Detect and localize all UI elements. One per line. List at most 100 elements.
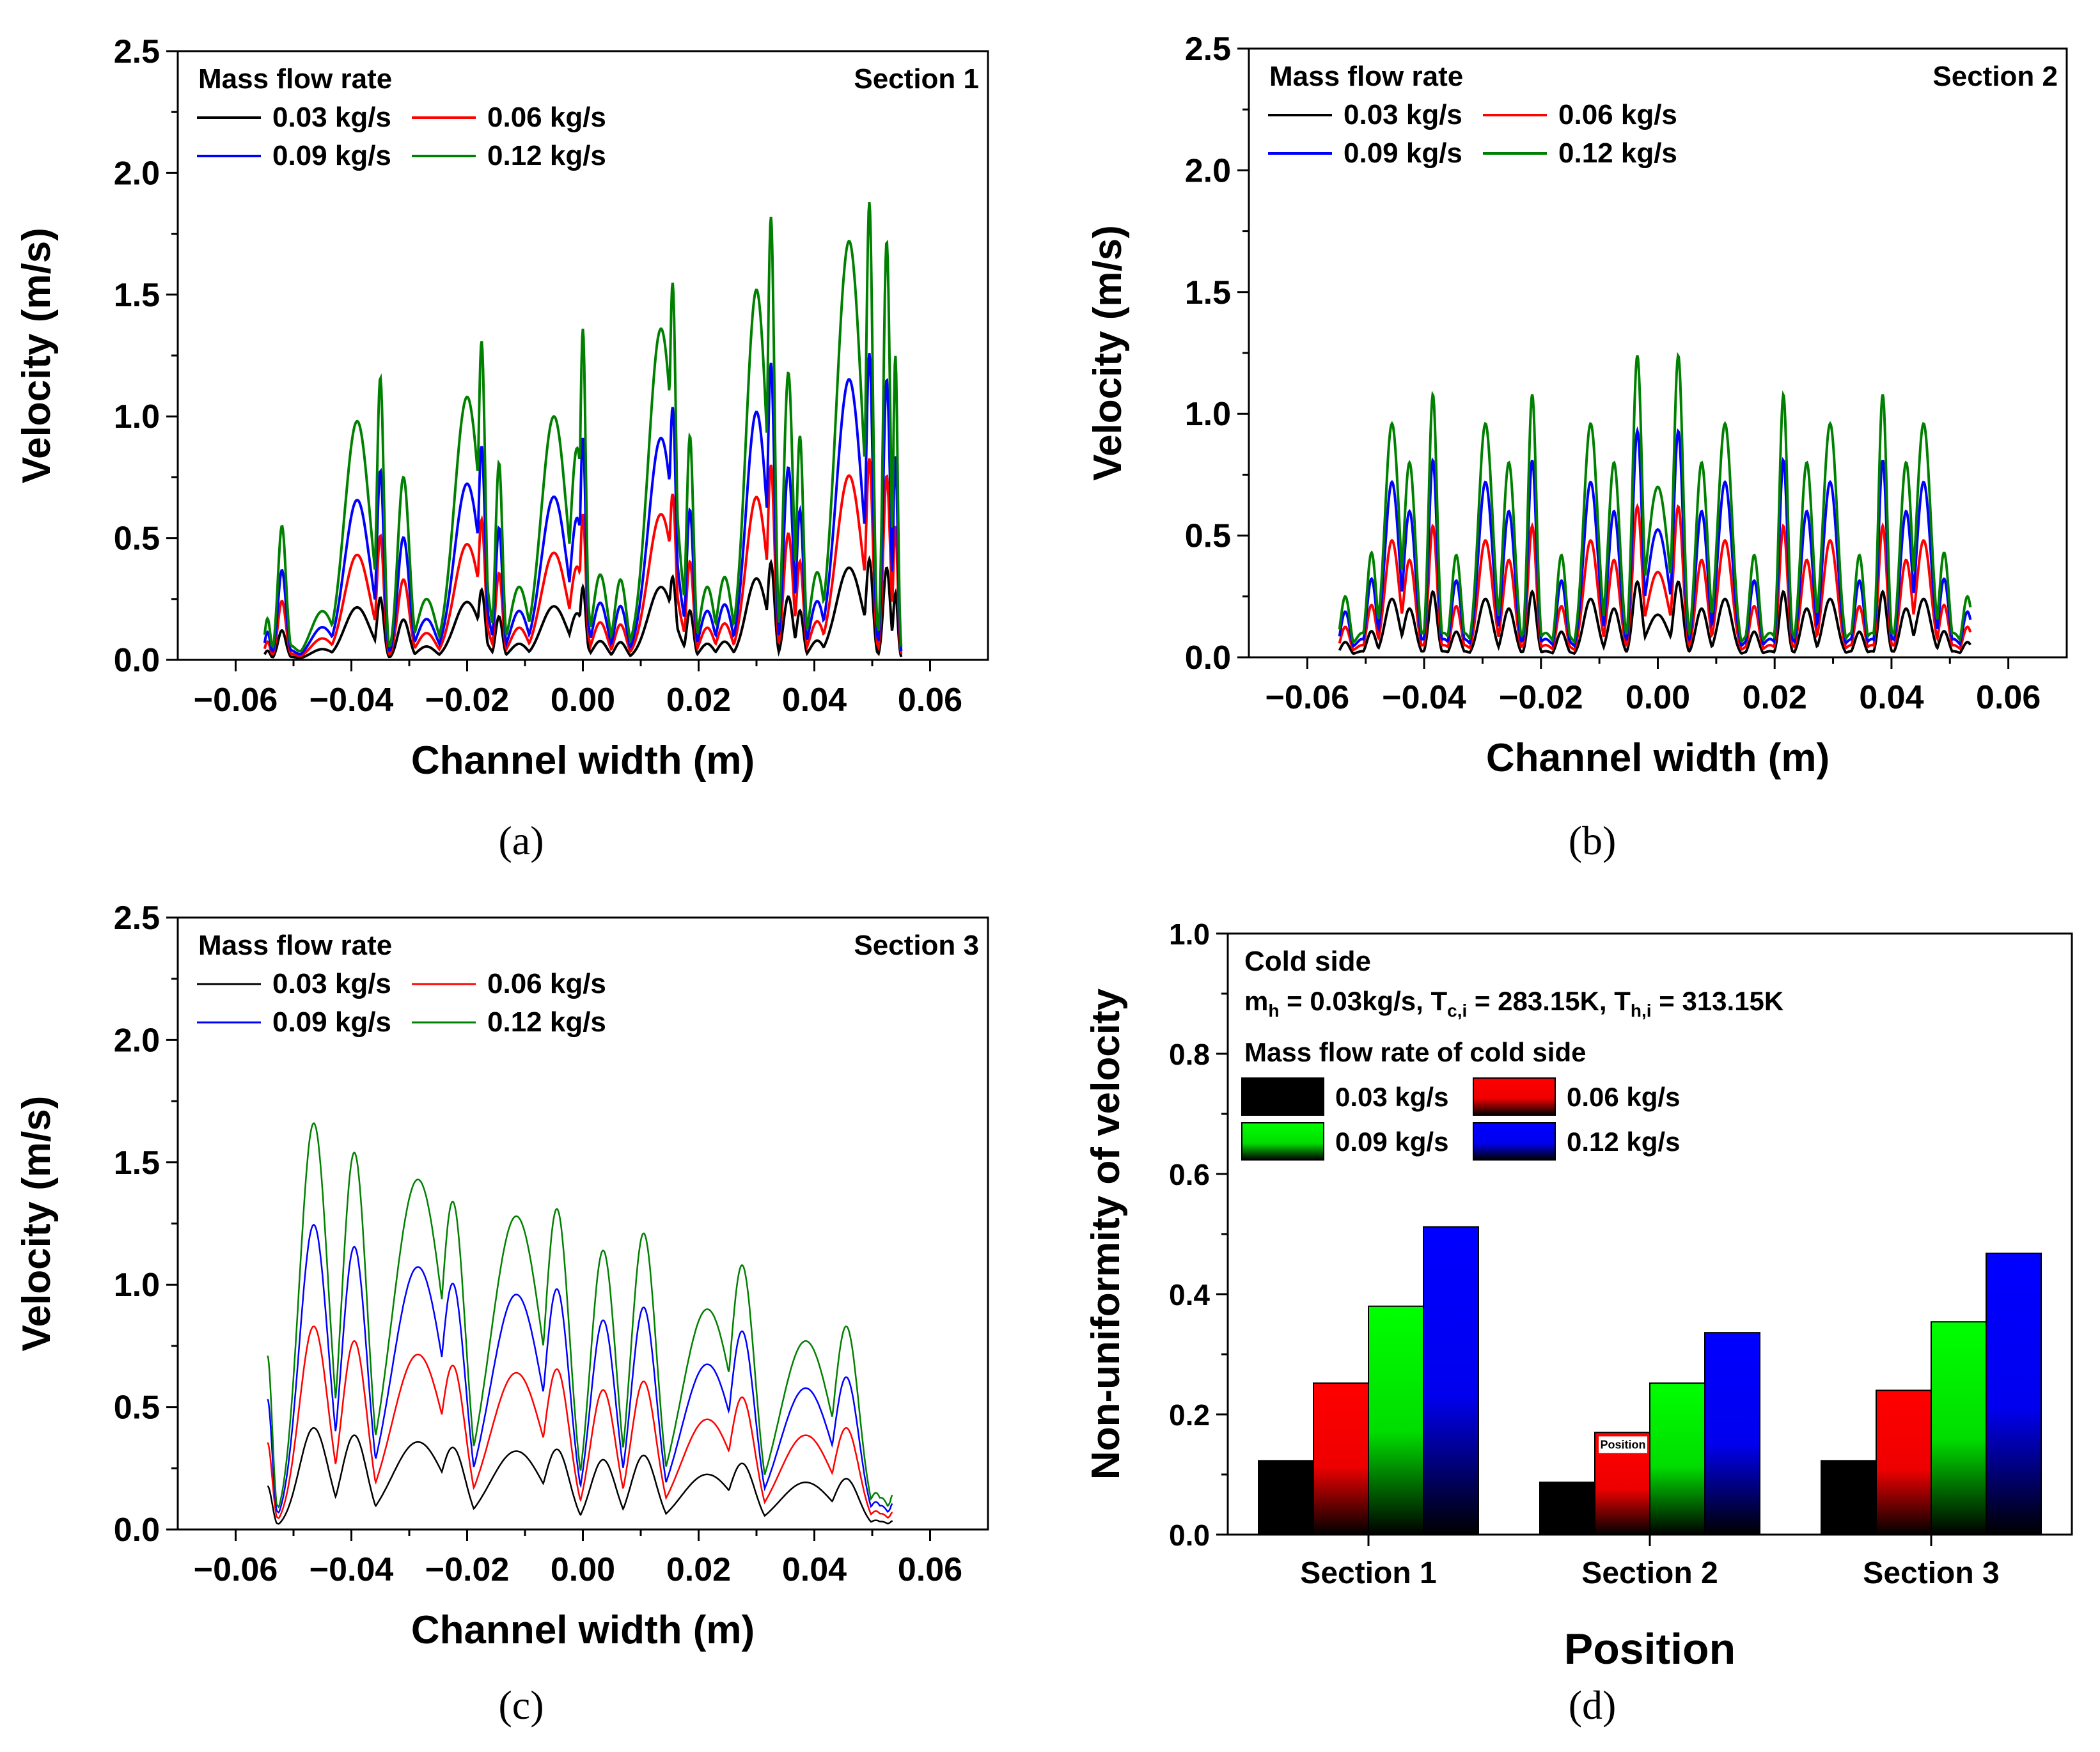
annotation-part: = 283.15K, T: [1467, 986, 1631, 1016]
legend-swatch: [1473, 1077, 1556, 1116]
annotation-part: m: [1244, 986, 1268, 1016]
x-tick-label: −0.02: [1499, 679, 1583, 716]
caption-d: (d): [1569, 1682, 1617, 1728]
category-label: Section 3: [1863, 1556, 1999, 1590]
legend: Mass flow rate 0.03 kg/s 0.06 kg/s 0.09 kg/…: [197, 930, 606, 1038]
x-tick-label: 0.02: [666, 682, 731, 719]
legend-entry: 0.06 kg/s: [487, 968, 606, 999]
x-tick-label: 0.04: [782, 682, 847, 719]
x-axis-title: Channel width (m): [411, 1608, 755, 1652]
x-tick-label: −0.04: [310, 1551, 394, 1588]
x-tick-label: 0.02: [666, 1551, 731, 1588]
annotation-part: = 313.15K: [1652, 986, 1784, 1016]
y-tick-label: 0.0: [114, 1512, 160, 1549]
legend-entry: 0.09 kg/s: [1335, 1127, 1448, 1157]
y-tick-label: 0.4: [1169, 1278, 1210, 1311]
bar-section-2-012: [1704, 1332, 1760, 1535]
series-line-003: [263, 555, 903, 659]
y-tick-label: 2.5: [1185, 31, 1231, 68]
annotation-part: h,i: [1631, 1001, 1652, 1021]
series-group: [263, 201, 903, 659]
legend-entry: 0.06 kg/s: [487, 102, 606, 133]
legend: Mass flow rate 0.03 kg/s 0.06 kg/s 0.09 kg/…: [197, 63, 606, 171]
bar-section-2-003: [1539, 1482, 1595, 1535]
x-tick-label: 0.04: [1859, 679, 1924, 716]
legend-swatch: [1241, 1077, 1324, 1116]
series-line-009: [267, 1224, 893, 1514]
y-tick-label: 0.6: [1169, 1158, 1210, 1191]
x-tick-label: 0.00: [551, 1551, 615, 1588]
legend-title: Mass flow rate: [198, 930, 392, 961]
bar-section-1-012: [1423, 1226, 1479, 1535]
legend-entry: 0.03 kg/s: [1335, 1082, 1448, 1112]
y-axis-title: Velocity (m/s): [15, 1096, 59, 1352]
legend: Mass flow rate of cold side 0.03 kg/s 0.06…: [1241, 1037, 1680, 1161]
y-tick-label: 1.0: [114, 398, 160, 435]
series-line-006: [263, 458, 903, 658]
x-tick-label: 0.06: [898, 682, 962, 719]
series-line-003: [267, 1427, 893, 1525]
panel-c-velocity-section-3: −0.06 −0.04 −0.02 0.00 0.02 0.04 0.06 0.0 0.5 1.0…: [15, 900, 989, 1652]
bar-section-1-009: [1368, 1305, 1424, 1536]
category-label: Section 2: [1581, 1556, 1718, 1590]
legend-entry: 0.09 kg/s: [272, 1006, 391, 1038]
panel-d-non-uniformity-bar-chart: Position 0.0 0.2 0.4 0.6 0.8 1.0 Section 1 Secti…: [1084, 918, 2073, 1673]
legend-entry: 0.12 kg/s: [487, 1006, 606, 1038]
annotation: Cold side mh = 0.03kg/s, Tc,i = 283.15K, …: [1244, 946, 1783, 1021]
x-tick-label: 0.00: [1626, 679, 1690, 716]
y-tick-label: 2.0: [114, 155, 160, 192]
x-tick-label: −0.06: [194, 682, 278, 719]
series-line-003: [1338, 579, 1971, 655]
x-tick-label: −0.02: [425, 1551, 510, 1588]
legend-title: Mass flow rate: [1269, 61, 1463, 92]
section-label: Section 1: [854, 63, 979, 95]
series-group: [1338, 352, 1972, 655]
section-label: Section 3: [854, 930, 979, 961]
y-tick-label: 1.5: [1185, 274, 1231, 311]
y-tick-label: 0.0: [114, 642, 160, 679]
bar-section-1-006: [1313, 1382, 1369, 1536]
legend-swatch: [1241, 1122, 1324, 1161]
annotation-part: = 0.03kg/s, T: [1279, 986, 1447, 1016]
y-tick-label: 1.0: [1169, 918, 1210, 951]
panel-b-velocity-section-2: −0.06 −0.04 −0.02 0.00 0.02 0.04 0.06 0.0 0.5 1.0…: [1086, 31, 2068, 780]
y-tick-label: 0.5: [114, 1389, 160, 1427]
y-tick-label: 0.5: [1185, 518, 1231, 555]
bar-section-2-009: [1649, 1382, 1705, 1536]
legend-title: Mass flow rate of cold side: [1244, 1037, 1586, 1067]
category-label: Section 1: [1300, 1556, 1436, 1590]
y-tick-label: 1.5: [114, 277, 160, 314]
legend-entry: 0.09 kg/s: [1344, 137, 1462, 169]
legend-entry: 0.06 kg/s: [1558, 99, 1677, 130]
y-tick-label: 0.5: [114, 520, 160, 558]
x-tick-label: −0.06: [1265, 679, 1350, 716]
bars: [1258, 1226, 2042, 1536]
legend-entry: 0.03 kg/s: [1344, 99, 1462, 130]
x-tick-label: 0.00: [551, 682, 615, 719]
legend-swatch: [1473, 1122, 1556, 1161]
legend-entry: 0.03 kg/s: [272, 968, 391, 999]
legend-entry: 0.12 kg/s: [487, 140, 606, 171]
caption-c: (c): [498, 1682, 544, 1728]
annotation-part: c,i: [1447, 1001, 1467, 1021]
caption-b: (b): [1569, 818, 1617, 863]
y-tick-label: 1.0: [1185, 396, 1231, 433]
y-tick-label: 0.0: [1169, 1519, 1210, 1552]
y-tick-label: 2.5: [114, 33, 160, 70]
annotation-title: Cold side: [1244, 946, 1371, 977]
y-axis-title: Velocity (m/s): [15, 228, 59, 483]
section-label: Section 2: [1932, 61, 2058, 92]
x-tick-label: 0.04: [782, 1551, 847, 1588]
stray-label: Position: [1601, 1438, 1646, 1451]
legend-entry: 0.09 kg/s: [272, 140, 391, 171]
y-tick-label: 0.2: [1169, 1398, 1210, 1432]
series-line-009: [263, 353, 903, 655]
x-tick-label: −0.04: [1382, 679, 1466, 716]
legend-title: Mass flow rate: [198, 63, 392, 95]
bar-section-1-003: [1258, 1460, 1314, 1535]
y-axis-title: Velocity (m/s): [1086, 225, 1130, 481]
annotation-conditions: mh = 0.03kg/s, Tc,i = 283.15K, Th,i = 31…: [1244, 986, 1783, 1021]
series-line-012: [1338, 352, 1972, 645]
x-tick-label: −0.04: [310, 682, 394, 719]
